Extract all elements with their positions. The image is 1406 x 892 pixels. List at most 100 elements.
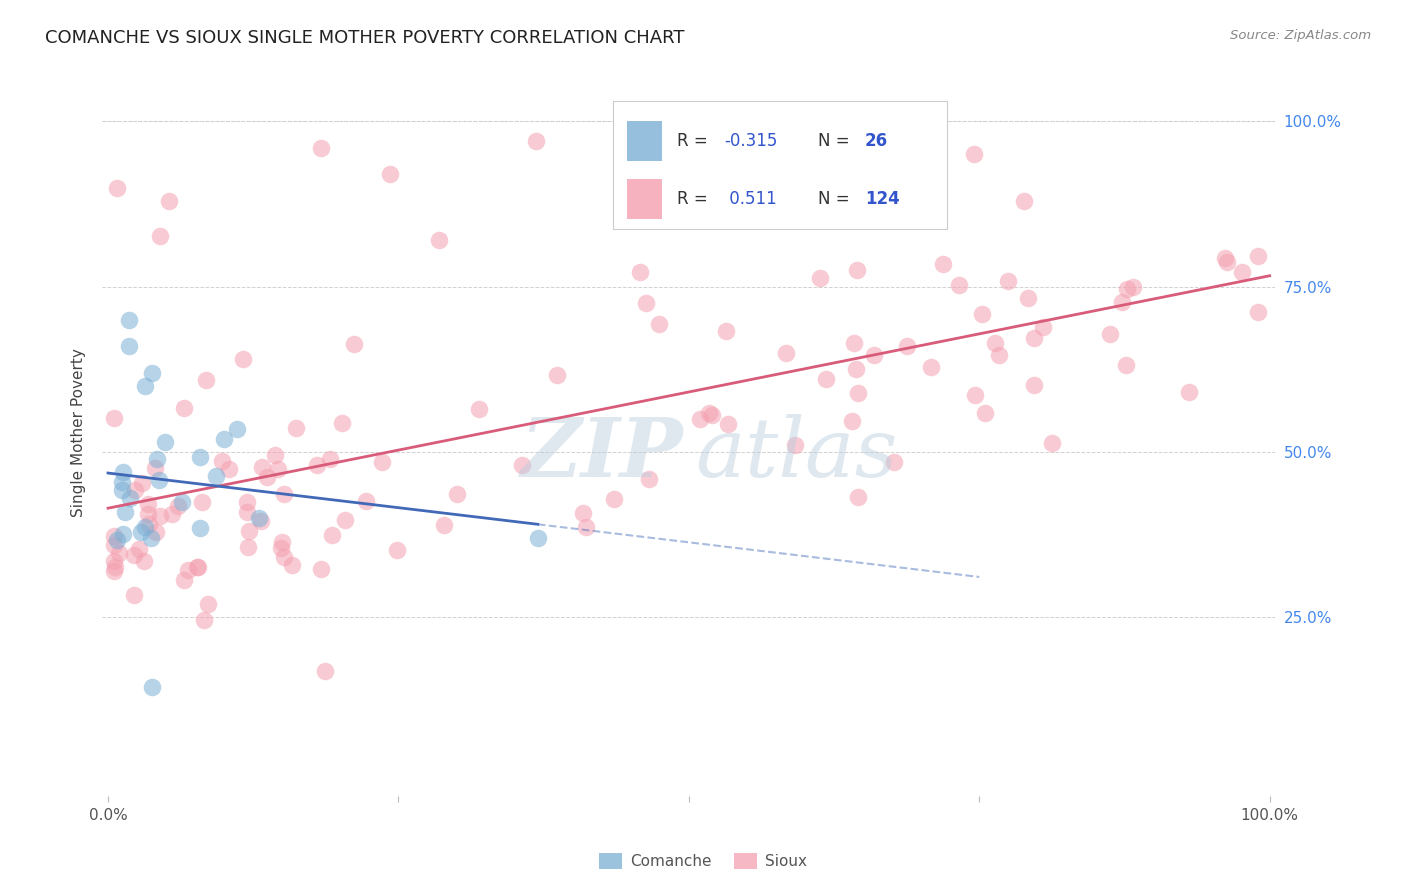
Point — [920, 359, 942, 374]
Point — [273, 549, 295, 564]
Point — [211, 454, 233, 468]
Text: -0.315: -0.315 — [724, 132, 778, 150]
Point — [963, 388, 986, 402]
Point — [427, 234, 450, 248]
Point — [250, 459, 273, 474]
Point — [191, 494, 214, 508]
Point — [603, 492, 626, 507]
Point — [186, 560, 208, 574]
Point — [194, 373, 217, 387]
Point — [118, 339, 141, 353]
Point — [270, 541, 292, 555]
Point — [863, 348, 886, 362]
Point — [145, 525, 167, 540]
Point — [333, 512, 356, 526]
Point — [1247, 305, 1270, 319]
Point — [111, 483, 134, 498]
Point — [309, 562, 332, 576]
Point — [343, 337, 366, 351]
Point — [970, 307, 993, 321]
Legend: Comanche, Sioux: Comanche, Sioux — [593, 847, 813, 875]
Point — [141, 366, 163, 380]
Point — [714, 324, 737, 338]
Point — [103, 537, 125, 551]
Point — [1116, 282, 1139, 296]
Point — [264, 448, 287, 462]
Y-axis label: Single Mother Poverty: Single Mother Poverty — [72, 348, 86, 516]
Point — [1017, 291, 1039, 305]
Text: Source: ZipAtlas.com: Source: ZipAtlas.com — [1230, 29, 1371, 42]
Text: ZIP: ZIP — [520, 414, 683, 494]
Point — [783, 438, 806, 452]
Point — [546, 368, 568, 383]
Point — [148, 474, 170, 488]
Text: COMANCHE VS SIOUX SINGLE MOTHER POVERTY CORRELATION CHART: COMANCHE VS SIOUX SINGLE MOTHER POVERTY … — [45, 29, 685, 46]
Text: 0.511: 0.511 — [724, 191, 776, 209]
Point — [218, 462, 240, 476]
Point — [371, 455, 394, 469]
Point — [330, 416, 353, 430]
Point — [112, 527, 135, 541]
Point — [141, 680, 163, 694]
Text: 124: 124 — [865, 191, 900, 209]
Point — [197, 597, 219, 611]
Text: N =: N = — [818, 132, 855, 150]
Point — [637, 472, 659, 486]
Point — [238, 524, 260, 539]
Point — [281, 558, 304, 573]
Point — [775, 346, 797, 360]
Point — [118, 313, 141, 327]
Point — [173, 574, 195, 588]
Point — [841, 414, 863, 428]
Point — [527, 531, 550, 545]
Point — [984, 336, 1007, 351]
Point — [134, 554, 156, 568]
Bar — [627, 179, 662, 219]
Point — [138, 516, 160, 531]
Point — [122, 548, 145, 562]
Point — [212, 432, 235, 446]
Point — [808, 270, 831, 285]
Point — [153, 435, 176, 450]
Point — [105, 533, 128, 547]
Point — [814, 372, 837, 386]
Point — [177, 563, 200, 577]
Point — [131, 476, 153, 491]
Point — [1216, 254, 1239, 268]
Point — [105, 180, 128, 194]
Point — [1022, 331, 1045, 345]
Point — [1115, 359, 1137, 373]
Point — [307, 458, 329, 472]
Point — [717, 417, 740, 432]
Point — [387, 543, 409, 558]
Text: R =: R = — [678, 132, 713, 150]
Point — [103, 565, 125, 579]
Point — [987, 348, 1010, 362]
Point — [689, 412, 711, 426]
Point — [236, 505, 259, 519]
Point — [963, 147, 986, 161]
Point — [524, 134, 547, 148]
Text: N =: N = — [818, 191, 855, 209]
Point — [136, 507, 159, 521]
Point — [122, 588, 145, 602]
Point — [188, 450, 211, 464]
Point — [1230, 265, 1253, 279]
Point — [446, 487, 468, 501]
Point — [256, 470, 278, 484]
Point — [271, 535, 294, 549]
Point — [997, 274, 1019, 288]
Point — [841, 167, 863, 181]
Point — [160, 508, 183, 522]
Point — [273, 487, 295, 501]
Point — [236, 495, 259, 509]
Point — [575, 520, 598, 534]
Point — [128, 541, 150, 556]
Point — [247, 511, 270, 525]
Point — [149, 509, 172, 524]
Point — [193, 613, 215, 627]
Point — [226, 422, 249, 436]
Bar — [613, 102, 948, 228]
Point — [139, 531, 162, 545]
Point — [107, 546, 129, 560]
